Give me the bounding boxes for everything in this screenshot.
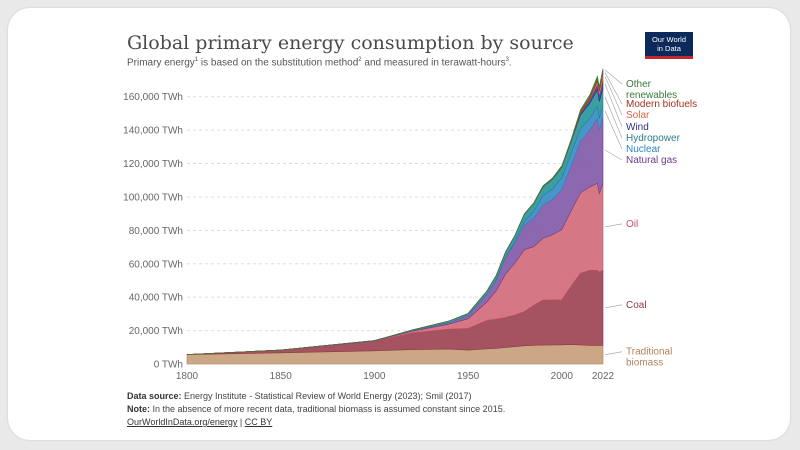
y-tick-label: 40,000 TWh: [129, 293, 183, 304]
legend-label: Wind: [626, 122, 649, 133]
legend-label: Hydropower: [626, 133, 681, 144]
y-tick-label: 120,000 TWh: [123, 159, 183, 170]
y-tick-label: 60,000 TWh: [129, 259, 183, 270]
chart-title: Global primary energy consumption by sou…: [127, 32, 574, 54]
footnote-2[interactable]: 2: [358, 57, 362, 63]
footnote-1[interactable]: 1: [194, 57, 199, 63]
area-other-renewables: [186, 68, 604, 355]
legend-leader-line: [604, 149, 623, 161]
subtitle-text-3: and measured in terawatt-hours: [361, 57, 506, 69]
x-tick-label: 2000: [551, 371, 574, 382]
source-line: Data source: Energy Institute - Statisti…: [127, 390, 505, 403]
source-label: Data source:: [127, 391, 182, 401]
legend-label: Traditional: [626, 347, 672, 358]
links-line: OurWorldInData.org/energy | CC BY: [127, 416, 505, 429]
subtitle-text-4: .: [508, 57, 512, 69]
owid-logo[interactable]: Our World in Data: [645, 32, 693, 59]
link-separator: |: [237, 417, 245, 427]
y-tick-label: 80,000 TWh: [129, 226, 183, 237]
legend-label: Modern biofuels: [626, 99, 697, 110]
chart-card: [8, 8, 790, 440]
footnote-3[interactable]: 3: [505, 57, 509, 63]
logo-line-2: in Data: [657, 44, 681, 53]
note-line: Note: In the absence of more recent data…: [127, 403, 505, 416]
subtitle-text-1: Primary energy: [127, 57, 195, 69]
y-tick-label: 20,000 TWh: [129, 326, 183, 337]
legend-leader-line: [604, 304, 623, 309]
legend-leader-line: [604, 96, 623, 139]
y-tick-label: 160,000 TWh: [123, 92, 183, 103]
legend-leader-line: [604, 110, 623, 150]
logo-line-1: Our World: [651, 35, 687, 44]
legend-leader-line: [604, 69, 623, 85]
legend-label: Oil: [626, 219, 638, 230]
x-tick-label: 1950: [457, 371, 480, 382]
legend-leader-line: [604, 351, 623, 356]
legend-label: Other: [626, 79, 652, 90]
legend-leader-line: [604, 76, 623, 116]
x-tick-label: 1900: [363, 371, 386, 382]
legend-leader-line: [604, 83, 623, 128]
legend-label: Natural gas: [626, 155, 677, 166]
owid-energy-link[interactable]: OurWorldInData.org/energy: [127, 417, 238, 427]
y-tick-label: 0 TWh: [154, 360, 183, 371]
legend-label: renewables: [626, 90, 677, 101]
x-tick-label: 1800: [176, 371, 199, 382]
source-text: Energy Institute - Statistical Review of…: [181, 391, 472, 401]
license-link[interactable]: CC BY: [244, 417, 273, 427]
y-tick-label: 140,000 TWh: [123, 126, 183, 137]
x-tick-label: 2022: [592, 371, 615, 382]
chart-subtitle: Primary energy1 is based on the substitu…: [127, 57, 512, 68]
legend-label: Nuclear: [626, 144, 661, 155]
note-text: In the absence of more recent data, trad…: [150, 404, 506, 414]
note-label: Note:: [127, 404, 150, 414]
legend-label: biomass: [626, 358, 663, 369]
y-tick-label: 100,000 TWh: [123, 192, 183, 203]
chart-footer: Data source: Energy Institute - Statisti…: [127, 390, 505, 429]
legend-leader-line: [604, 223, 623, 228]
x-tick-label: 1850: [270, 371, 293, 382]
subtitle-text-2: is based on the substitution method: [198, 57, 359, 69]
legend-label: Coal: [626, 300, 647, 311]
legend-leader-line: [604, 72, 623, 105]
legend-label: Solar: [626, 110, 650, 121]
